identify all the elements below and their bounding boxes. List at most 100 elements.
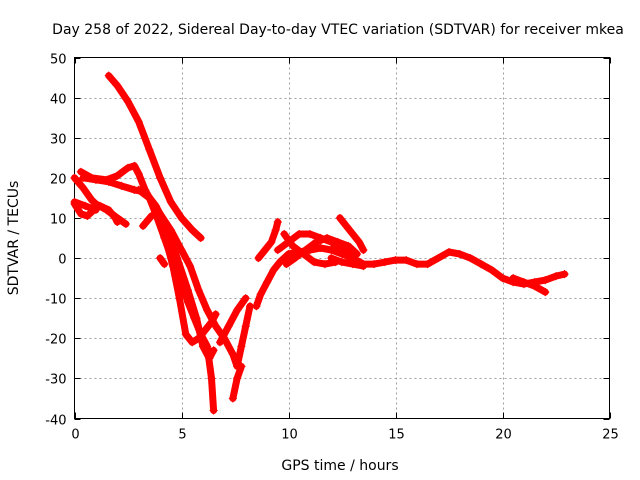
data-point <box>177 278 186 287</box>
series-arc-9 <box>215 294 250 347</box>
data-point <box>130 161 139 170</box>
x-tick-label: 25 <box>602 428 619 443</box>
data-point <box>224 322 233 331</box>
data-point <box>81 201 90 211</box>
series-arc-19 <box>327 253 368 271</box>
data-point <box>233 374 242 383</box>
data-point <box>166 197 175 206</box>
data-point <box>327 253 336 263</box>
data-point <box>290 253 300 263</box>
series-arc-1 <box>104 71 205 243</box>
data-point <box>145 145 154 154</box>
data-point <box>444 247 454 257</box>
data-point <box>273 217 282 227</box>
data-point <box>233 306 242 315</box>
data-point <box>211 310 220 319</box>
data-point <box>228 350 237 359</box>
data-point <box>466 253 475 263</box>
data-point <box>104 205 113 215</box>
data-point <box>117 181 126 190</box>
x-tick-label: 10 <box>281 428 298 443</box>
data-point <box>312 237 321 247</box>
series-line <box>216 294 250 346</box>
data-point <box>352 249 362 259</box>
data-point <box>295 229 304 239</box>
data-point <box>215 338 225 347</box>
data-point <box>183 298 193 307</box>
axis-ticks <box>74 57 611 420</box>
data-point <box>91 175 100 184</box>
data-point <box>123 97 133 106</box>
data-point <box>160 259 169 269</box>
data-point <box>196 330 205 339</box>
series-arc-8 <box>138 209 255 371</box>
data-point <box>359 245 368 255</box>
data-point <box>160 233 169 243</box>
data-point <box>203 306 212 315</box>
data-point <box>333 237 342 247</box>
data-point <box>348 259 357 269</box>
data-point <box>78 173 88 182</box>
data-point <box>188 338 197 347</box>
data-point <box>322 233 332 243</box>
y-tick-label: 0 <box>58 253 66 268</box>
series-line <box>255 218 282 262</box>
data-point <box>203 342 212 351</box>
data-point <box>541 288 550 297</box>
data-point <box>337 257 347 267</box>
data-point <box>305 229 314 239</box>
series-arc-10 <box>228 362 246 403</box>
data-point <box>237 342 246 351</box>
data-point <box>254 253 263 263</box>
series-line <box>282 234 361 268</box>
data-point <box>76 167 86 176</box>
y-tick-label: 30 <box>50 133 67 148</box>
data-point <box>263 278 272 287</box>
data-point <box>282 259 291 269</box>
data-point <box>104 177 113 186</box>
data-point <box>121 219 130 229</box>
data-point <box>301 245 310 255</box>
data-point <box>509 274 518 283</box>
data-point <box>241 294 250 303</box>
data-point <box>175 294 184 303</box>
x-tick-label: 5 <box>178 428 186 443</box>
y-tick-label: 40 <box>50 93 67 108</box>
x-axis-title: GPS time / hours <box>281 458 398 474</box>
data-point <box>256 290 265 299</box>
data-point <box>196 233 205 243</box>
data-point <box>498 274 507 283</box>
series-line <box>135 186 218 414</box>
y-tick-label: -30 <box>45 373 66 388</box>
data-point <box>83 211 92 221</box>
data-point <box>134 185 143 194</box>
data-point <box>113 81 122 90</box>
data-point <box>156 253 165 263</box>
data-point <box>181 330 190 339</box>
data-point <box>530 282 539 291</box>
series-arc-17 <box>282 233 362 269</box>
series-line <box>509 274 549 296</box>
x-tick-labels: 0 5 10 15 20 25 <box>71 428 618 443</box>
data-point <box>211 322 220 331</box>
series-arc-4 <box>70 197 100 215</box>
data-point <box>96 201 105 211</box>
data-point <box>177 245 186 255</box>
grid <box>74 57 610 419</box>
data-point <box>316 243 325 253</box>
data-point <box>138 221 148 231</box>
y-tick-label: 20 <box>50 173 67 188</box>
data-point <box>280 229 289 239</box>
data-point <box>455 249 464 259</box>
x-tick-label: 0 <box>71 428 79 443</box>
data-point <box>241 322 250 331</box>
y-tick-label: -40 <box>45 414 66 429</box>
series-line <box>156 254 168 268</box>
data-point <box>91 205 100 215</box>
data-point <box>275 257 285 267</box>
data-point <box>188 225 197 235</box>
data-point <box>359 261 368 271</box>
y-tick-labels: -40 -30 -20 -10 0 10 20 30 40 50 <box>45 53 66 429</box>
data-point <box>260 245 270 255</box>
